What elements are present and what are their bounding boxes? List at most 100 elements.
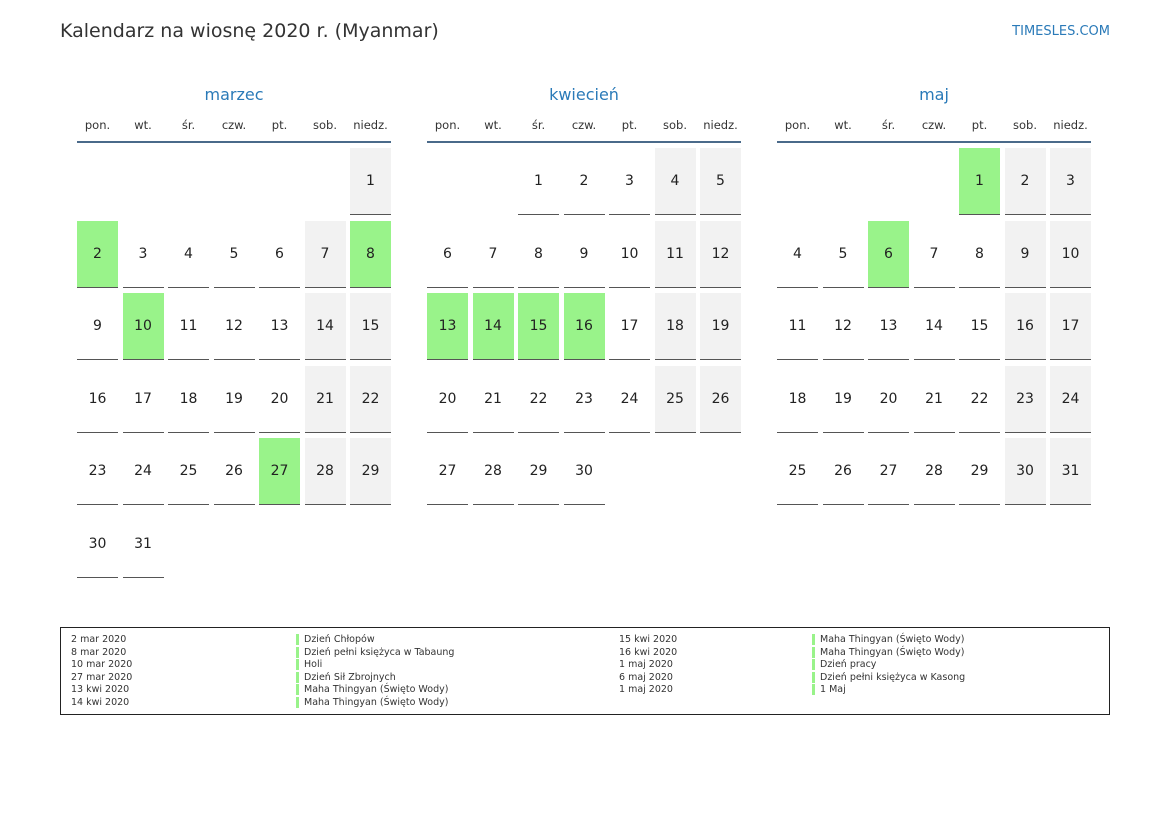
day-cell: 7 <box>304 220 346 288</box>
day-cell: 20 <box>868 366 909 433</box>
day-cell: 17 <box>1050 293 1091 361</box>
day-cell: 1 <box>518 148 559 215</box>
day-cell: 30 <box>77 511 118 578</box>
rule <box>427 141 741 143</box>
weekday: wt. <box>834 118 852 132</box>
day-cell: 7 <box>913 221 955 288</box>
weekday: pon. <box>784 118 811 132</box>
weekday: pt. <box>271 118 288 132</box>
day-cell: 18 <box>168 366 209 433</box>
day-cell: 15 <box>959 293 1000 361</box>
day-cell: 26 <box>213 438 255 506</box>
weekday: czw. <box>221 118 247 132</box>
day-cell: 15 <box>518 293 559 361</box>
day-cell: 3 <box>609 148 650 215</box>
day-cell: 3 <box>1050 148 1091 215</box>
weekday: pt. <box>971 118 988 132</box>
day-cell: 10 <box>1050 220 1091 288</box>
weekday: pon. <box>84 118 111 132</box>
day-cell: 13 <box>259 293 300 361</box>
day-cell: 18 <box>654 293 696 361</box>
day-cell: 25 <box>168 438 209 506</box>
legend-date: 10 mar 2020 <box>71 659 133 671</box>
day-cell: 16 <box>1004 293 1046 361</box>
day-cell: 9 <box>77 293 118 361</box>
day-cell: 19 <box>700 293 741 361</box>
site-link[interactable]: TIMESLES.COM <box>1012 24 1110 39</box>
day-cell: 4 <box>777 221 818 288</box>
day-cell: 28 <box>304 438 346 506</box>
legend-name: Dzień Chłopów <box>296 634 375 645</box>
month-name: marzec <box>204 85 264 104</box>
day-cell: 2 <box>563 148 605 215</box>
day-cell: 6 <box>868 220 909 288</box>
legend-name: Dzień pełni księżyca w Tabaung <box>296 646 454 658</box>
day-cell: 31 <box>1050 438 1091 506</box>
day-cell: 11 <box>168 293 209 361</box>
day-cell: 31 <box>122 511 164 578</box>
weekday: śr. <box>181 118 196 132</box>
day-cell: 13 <box>868 293 909 361</box>
day-cell: 20 <box>259 366 300 433</box>
day-cell: 16 <box>563 293 605 361</box>
legend-date: 15 kwi 2020 <box>619 634 678 645</box>
day-cell: 1 <box>350 148 391 215</box>
weekday: pt. <box>621 118 638 132</box>
day-cell: 30 <box>1004 438 1046 506</box>
weekday: niedz. <box>353 118 388 132</box>
day-cell: 25 <box>777 438 818 506</box>
day-cell: 4 <box>168 221 209 288</box>
weekday: czw. <box>921 118 947 132</box>
legend-name: Holi <box>296 659 322 671</box>
legend-date: 14 kwi 2020 <box>71 697 130 708</box>
legend-name: 1 Maj <box>812 684 846 696</box>
legend: 2 mar 2020 Dzień Chłopów 8 mar 2020 Dzień p… <box>60 627 1110 715</box>
legend-name: Maha Thingyan (Święto Wody) <box>296 684 448 696</box>
day-cell: 22 <box>518 366 559 433</box>
day-cell: 27 <box>259 438 300 506</box>
weekday: niedz. <box>1053 118 1088 132</box>
day-cell: 12 <box>700 220 741 288</box>
legend-name: Dzień Sił Zbrojnych <box>296 671 396 683</box>
day-cell: 11 <box>777 293 818 361</box>
legend-date: 13 kwi 2020 <box>71 684 130 696</box>
weekday: sob. <box>313 118 337 132</box>
day-cell: 26 <box>822 438 864 506</box>
day-cell: 3 <box>122 221 164 288</box>
day-cell: 5 <box>700 148 741 215</box>
day-cell: 29 <box>959 438 1000 506</box>
legend-date: 1 maj 2020 <box>619 659 673 671</box>
day-cell: 25 <box>654 365 696 433</box>
month-name: maj <box>919 85 949 104</box>
day-cell: 28 <box>913 438 955 506</box>
day-cell: 16 <box>77 366 118 433</box>
day-cell: 24 <box>122 438 164 506</box>
weekday: pon. <box>434 118 461 132</box>
legend-name: Dzień pełni księżyca w Kasong <box>812 671 965 683</box>
weekday: śr. <box>881 118 896 132</box>
day-cell: 5 <box>213 221 255 288</box>
month-name: kwiecień <box>549 85 619 104</box>
day-cell: 23 <box>77 438 118 506</box>
day-cell: 28 <box>472 438 514 506</box>
legend-date: 8 mar 2020 <box>71 646 127 658</box>
day-cell: 11 <box>654 220 696 288</box>
day-cell: 21 <box>304 365 346 433</box>
day-cell: 6 <box>259 221 300 288</box>
day-cell: 20 <box>427 366 468 433</box>
day-cell: 14 <box>304 293 346 361</box>
title: Kalendarz na wiosnę 2020 r. (Myanmar) <box>60 20 439 42</box>
day-cell: 5 <box>822 221 864 288</box>
day-cell: 19 <box>213 366 255 433</box>
day-cell: 27 <box>427 438 468 506</box>
day-cell: 13 <box>427 293 468 361</box>
day-cell: 22 <box>350 365 391 433</box>
day-cell: 10 <box>122 293 164 361</box>
weekday: wt. <box>134 118 152 132</box>
day-cell: 29 <box>518 438 559 506</box>
day-cell: 8 <box>518 221 559 288</box>
day-cell: 1 <box>959 148 1000 215</box>
day-cell: 14 <box>472 293 514 361</box>
day-cell: 22 <box>959 366 1000 433</box>
